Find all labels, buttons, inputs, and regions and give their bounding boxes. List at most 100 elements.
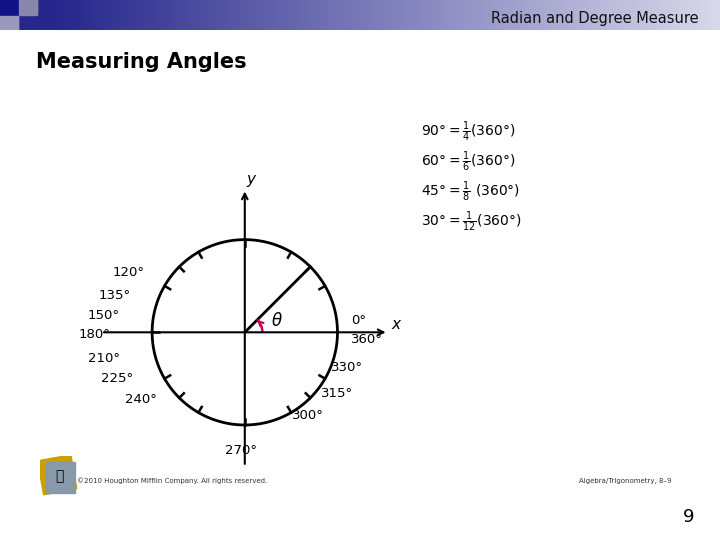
Bar xyxy=(716,0,720,30)
Bar xyxy=(619,0,623,30)
Bar xyxy=(346,0,349,30)
Bar xyxy=(191,0,194,30)
Text: 330°: 330° xyxy=(330,361,363,374)
Bar xyxy=(605,0,608,30)
Bar xyxy=(666,0,670,30)
Bar xyxy=(144,0,148,30)
Bar xyxy=(616,0,619,30)
Bar xyxy=(533,0,536,30)
Bar xyxy=(536,0,540,30)
Bar xyxy=(335,0,338,30)
Text: 225°: 225° xyxy=(101,372,133,385)
Bar xyxy=(702,0,706,30)
Bar xyxy=(194,0,198,30)
Bar xyxy=(61,0,65,30)
Bar xyxy=(565,0,569,30)
Bar xyxy=(248,0,252,30)
Bar xyxy=(173,0,176,30)
Text: 270°: 270° xyxy=(225,444,257,457)
Bar xyxy=(551,0,554,30)
Bar xyxy=(378,0,382,30)
Bar xyxy=(418,0,421,30)
Bar xyxy=(626,0,630,30)
Bar xyxy=(43,0,47,30)
Bar xyxy=(382,0,385,30)
Bar xyxy=(583,0,587,30)
Bar xyxy=(313,0,317,30)
Bar xyxy=(482,0,486,30)
Text: $45° = \frac{1}{8}\ (360°)$: $45° = \frac{1}{8}\ (360°)$ xyxy=(421,179,521,204)
Bar xyxy=(119,0,122,30)
Bar xyxy=(461,0,464,30)
Bar xyxy=(464,0,468,30)
Bar xyxy=(590,0,594,30)
Bar xyxy=(281,0,284,30)
Bar xyxy=(515,0,518,30)
Bar xyxy=(302,0,306,30)
Bar xyxy=(25,0,29,30)
Bar xyxy=(662,0,666,30)
Text: $60° = \frac{1}{6}(360°)$: $60° = \frac{1}{6}(360°)$ xyxy=(421,150,516,174)
Text: 150°: 150° xyxy=(88,309,120,322)
Bar xyxy=(37,455,77,495)
Text: y: y xyxy=(247,172,256,187)
Bar xyxy=(587,0,590,30)
Text: 📷: 📷 xyxy=(55,470,63,483)
Bar xyxy=(522,0,526,30)
Bar xyxy=(432,0,436,30)
Text: x: x xyxy=(392,318,400,333)
Bar xyxy=(7,0,11,30)
Bar xyxy=(19,0,37,15)
Bar xyxy=(306,0,310,30)
Bar xyxy=(270,0,274,30)
Bar xyxy=(425,0,428,30)
Bar xyxy=(540,0,544,30)
Bar xyxy=(680,0,684,30)
Bar xyxy=(454,0,457,30)
Text: Measuring Angles: Measuring Angles xyxy=(36,52,247,72)
Bar xyxy=(475,0,479,30)
Bar xyxy=(299,0,302,30)
Bar xyxy=(450,0,454,30)
Bar xyxy=(392,0,396,30)
Bar xyxy=(623,0,626,30)
Bar xyxy=(47,0,50,30)
Bar xyxy=(310,0,313,30)
Bar xyxy=(562,0,565,30)
Bar xyxy=(364,0,367,30)
Bar xyxy=(320,0,324,30)
Bar xyxy=(162,0,166,30)
Bar xyxy=(187,0,191,30)
Bar xyxy=(511,0,515,30)
Bar xyxy=(227,0,230,30)
Bar xyxy=(230,0,234,30)
Bar xyxy=(691,0,695,30)
Bar xyxy=(169,0,173,30)
Bar xyxy=(0,16,18,30)
Bar xyxy=(648,0,652,30)
Bar xyxy=(19,0,37,14)
Bar xyxy=(79,0,83,30)
Bar xyxy=(108,0,112,30)
Bar xyxy=(385,0,389,30)
Text: 9: 9 xyxy=(683,509,695,526)
Bar xyxy=(86,0,90,30)
Bar xyxy=(594,0,598,30)
Bar xyxy=(158,0,162,30)
Bar xyxy=(421,0,425,30)
Bar xyxy=(295,0,299,30)
Bar xyxy=(472,0,475,30)
Bar xyxy=(259,0,263,30)
Bar xyxy=(176,0,180,30)
Bar xyxy=(263,0,266,30)
Bar xyxy=(0,0,18,15)
Bar xyxy=(220,0,223,30)
Bar xyxy=(655,0,659,30)
Bar xyxy=(50,0,54,30)
Bar xyxy=(684,0,688,30)
Bar xyxy=(245,0,248,30)
Bar xyxy=(407,0,410,30)
Bar xyxy=(598,0,601,30)
Bar xyxy=(22,0,25,30)
Bar xyxy=(698,0,702,30)
